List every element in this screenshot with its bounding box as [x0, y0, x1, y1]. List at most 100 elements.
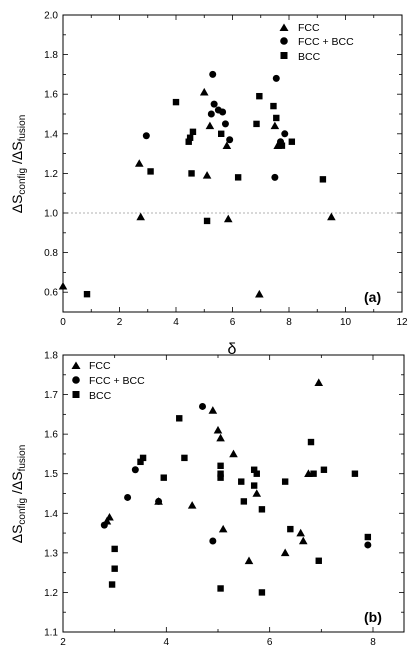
legend-label-fcc: FCC: [89, 360, 111, 372]
bcc-point: [273, 114, 280, 122]
bcc-point: [189, 128, 197, 136]
fcc-point: [208, 406, 218, 414]
bcc-point: [176, 415, 183, 422]
bcc-point: [217, 585, 224, 592]
x-tick-label: 0: [60, 317, 66, 328]
bcc-point: [250, 482, 258, 489]
bcc-point: [310, 470, 317, 477]
panel-a-plot-frame: [62, 14, 403, 313]
bcc-point: [181, 454, 188, 462]
fcc-point: [270, 121, 280, 130]
fcc-bcc-point: [155, 497, 163, 505]
x-tick-label: 6: [230, 317, 236, 328]
bcc-point: [256, 92, 263, 100]
bcc-point: [307, 438, 315, 446]
x-tick-label: 12: [396, 317, 408, 328]
legend-circle-marker: [72, 376, 80, 384]
fcc-point: [280, 548, 290, 557]
x-tick-label: 2: [117, 317, 123, 328]
fcc-bcc-point: [209, 70, 217, 78]
bcc-point: [253, 120, 260, 128]
fcc-point: [136, 212, 145, 221]
panel-b-y-tick-labels: 1.1 1.2 1.3 1.4 1.5 1.6 1.7 1.8: [44, 351, 58, 639]
panel-b-data-points: [100, 378, 372, 596]
y-axis-label-sub1: config: [17, 498, 28, 525]
fcc-bcc-point: [209, 537, 217, 545]
panel-a-x-axis-label: δ: [228, 341, 237, 358]
fcc-point: [327, 212, 336, 221]
bcc-point: [185, 138, 192, 145]
panel-a-y-tick-labels: 0.6 0.8 1.0 1.2 1.4 1.6 1.8 2.0: [44, 11, 58, 299]
x-tick-label: 8: [286, 317, 292, 328]
panel-a-chart: 0 2 4 6 8 10 12 0.6 0.8 1.0 1.2 1.4 1.6 …: [9, 11, 408, 359]
bcc-point: [234, 174, 242, 181]
bcc-point: [188, 170, 195, 177]
fcc-point: [205, 121, 215, 130]
fcc-point: [223, 214, 233, 223]
y-tick-label: 0.8: [44, 248, 58, 259]
bcc-point: [160, 474, 167, 481]
y-tick-label: 1.8: [44, 351, 58, 362]
y-tick-label: 1.6: [44, 430, 58, 441]
bcc-point: [270, 102, 277, 110]
legend-label-fcc-bcc: FCC + BCC: [89, 375, 145, 387]
bcc-point: [364, 533, 372, 541]
fcc-point: [213, 425, 223, 434]
fcc-point: [298, 536, 308, 545]
x-tick-label: 4: [173, 317, 179, 328]
bcc-point: [111, 545, 118, 553]
fcc-point: [199, 87, 209, 96]
fcc-bcc-point: [207, 110, 215, 118]
fcc-bcc-point: [271, 173, 279, 181]
bcc-point: [108, 581, 116, 588]
bcc-point: [172, 98, 180, 106]
bcc-point: [217, 474, 224, 481]
panel-a-legend: FCC FCC + BCC BCC: [279, 22, 354, 63]
fcc-point: [255, 289, 264, 298]
fcc-point: [244, 556, 254, 565]
x-tick-label: 6: [267, 637, 273, 648]
legend-label-bcc: BCC: [89, 390, 112, 402]
panel-b-tick-marks: [62, 354, 404, 633]
fcc-point: [222, 141, 232, 149]
panel-a-tick-marks: [62, 14, 403, 313]
fcc-bcc-point: [364, 541, 372, 549]
legend-square-marker: [280, 52, 288, 59]
y-tick-label: 1.2: [44, 588, 58, 599]
fcc-point: [134, 159, 144, 167]
bcc-point: [186, 134, 194, 141]
legend-label-bcc: BCC: [298, 51, 321, 63]
fcc-bcc-point: [210, 100, 218, 108]
fcc-bcc-point: [142, 132, 150, 140]
legend-square-marker: [72, 391, 80, 398]
fcc-point: [218, 524, 228, 533]
y-axis-label-mid: /ΔS: [9, 471, 25, 497]
fcc-point: [105, 512, 114, 521]
panel-a-data-points: [58, 70, 336, 298]
fcc-point: [58, 281, 68, 290]
y-tick-label: 1.8: [44, 50, 58, 61]
fcc-point: [314, 378, 324, 386]
bcc-point: [287, 525, 294, 533]
y-tick-label: 1.2: [44, 169, 58, 180]
bcc-point: [253, 470, 260, 477]
bcc-point: [320, 466, 328, 473]
bcc-point: [351, 470, 359, 477]
fcc-bcc-point: [131, 466, 139, 474]
bcc-point: [203, 217, 211, 225]
fcc-bcc-point: [226, 136, 234, 144]
fcc-bcc-point: [272, 74, 280, 82]
y-tick-label: 1.4: [44, 509, 58, 520]
y-tick-label: 2.0: [44, 11, 58, 22]
bcc-point: [83, 290, 91, 298]
bcc-point: [137, 458, 144, 466]
bcc-point: [111, 565, 118, 572]
x-tick-label: 8: [370, 637, 376, 648]
y-axis-label-main: ΔS: [9, 195, 25, 214]
fcc-point: [202, 171, 212, 179]
y-tick-label: 0.6: [44, 288, 58, 299]
fcc-point: [216, 433, 225, 442]
fcc-bcc-point: [281, 130, 289, 138]
panel-a-label: (a): [364, 289, 381, 305]
